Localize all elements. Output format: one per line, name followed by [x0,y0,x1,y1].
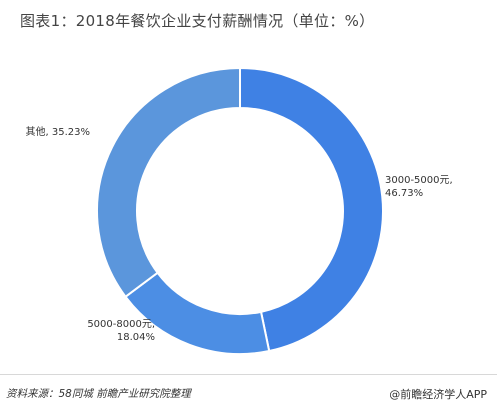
source-note: 资料来源：58同城 前瞻产业研究院整理 [6,388,191,400]
slice-other [96,66,241,299]
footer-divider [0,374,497,375]
label-3000-5000: 3000-5000元, 46.73% [385,175,453,199]
label-other: 其他, 35.23% [26,125,91,138]
brand-name: 前瞻经济学人APP [400,388,487,401]
slice-3000-5000 [239,66,384,353]
label-5000-8000: 5000-8000元, 18.04% [87,319,155,343]
slice-labels: 3000-5000元, 46.73% 5000-8000元, 18.04% 其他, 35… [26,125,453,343]
brand-credit: @前瞻经济学人APP [389,386,487,402]
at-icon: @ [389,388,401,401]
donut-chart: 3000-5000元, 46.73% 5000-8000元, 18.04% 其他, 35… [26,66,453,355]
donut-slices [96,66,384,355]
chart-title: 图表1：2018年餐饮企业支付薪酬情况（单位：%） [20,12,375,30]
